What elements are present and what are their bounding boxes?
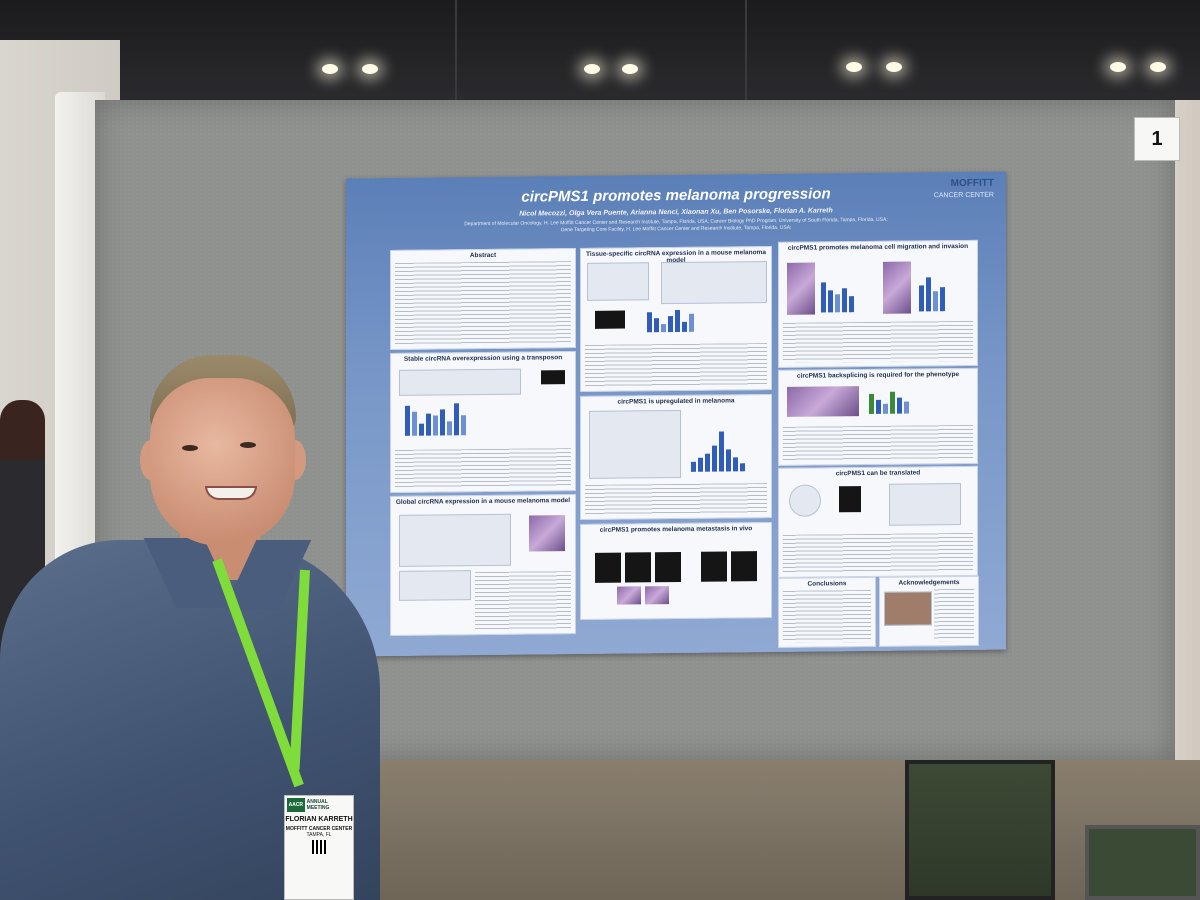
abstract-section: Abstract [390,248,576,350]
badge-name: FLORIAN KARRETH [285,816,353,823]
section-heading: circPMS1 backsplicing is required for th… [796,371,960,380]
histology-image [617,586,641,605]
microscopy-panel [787,262,815,315]
chair [905,760,1055,900]
ceiling [0,0,1200,110]
qr-code-icon [312,840,326,854]
bar-figure [405,401,466,436]
figure-caption [475,571,571,631]
imaging-photo [625,552,651,583]
bar-figure [869,388,909,414]
section-text [783,589,871,643]
bar-figure [821,272,854,313]
ceiling-light [322,64,338,74]
figure-caption [783,532,973,573]
stable-section: Stable circRNA overexpression using a tr… [390,351,576,493]
badge-meeting: ANNUAL MEETING [306,799,330,811]
mouse-photo [529,515,565,552]
imaging-photo [595,552,621,583]
section-heading: Acknowledgements [898,579,960,587]
badge-header: AACR ANNUAL MEETING [285,796,353,814]
research-poster: circPMS1 promotes melanoma progression M… [346,171,1006,657]
moffitt-logo: MOFFITT CANCER CENTER [904,178,994,203]
expression-figure [691,423,745,472]
presenter-eye [182,445,198,451]
bar-figure [919,271,945,312]
figure-caption [585,343,767,387]
aacr-logo: AACR [287,798,305,812]
section-heading: Global circRNA expression in a mouse mel… [395,497,571,506]
section-heading: Conclusions [807,580,847,588]
figure-caption [783,320,973,363]
global-section: Global circRNA expression in a mouse mel… [390,494,576,636]
backsplicing-section: circPMS1 backsplicing is required for th… [778,367,978,466]
tissue-section: Tissue-specific circRNA expression in a … [580,245,772,393]
ceiling-beam [455,0,457,110]
upregulated-section: circPMS1 is upregulated in melanoma [580,393,772,521]
translated-section: circPMS1 can be translated [778,465,978,578]
ceiling-light [362,64,378,74]
pipeline-diagram [589,409,681,479]
tissue-photo [595,310,625,329]
imaging-photo [731,551,757,582]
section-heading: Abstract [469,251,497,260]
group-photo [884,591,932,626]
imaging-photo [701,551,727,582]
ceiling-light [1110,62,1126,72]
metastasis-section: circPMS1 promotes melanoma metastasis in… [580,521,772,621]
microscopy-panel [883,261,911,314]
imaging-photo [655,551,681,583]
ceiling-light [846,62,862,72]
section-text [395,261,571,345]
name-badge: AACR ANNUAL MEETING FLORIAN KARRETH MOFF… [284,795,354,900]
construct-figure [399,368,521,396]
ceiling-light [886,62,902,72]
conclusions-section: Conclusions [778,576,876,648]
blot-panel [889,483,961,526]
board-number: 1 [1134,117,1180,161]
acknowledgements-section: Acknowledgements [879,575,979,647]
blot-figure [839,486,861,513]
migration-section: circPMS1 promotes melanoma cell migratio… [778,239,978,368]
blot-figure [541,370,565,385]
badge-city: TAMPA, FL [306,832,332,838]
model-diagram [399,513,511,567]
section-heading: circPMS1 can be translated [835,469,921,478]
plasmid-diagram [789,484,821,517]
figure-caption [395,448,571,488]
histology-image [645,586,669,605]
section-heading: Stable circRNA overexpression using a tr… [403,354,563,363]
ceiling-beam [745,0,747,110]
tissue-diagram [661,261,767,305]
scatter-figure [399,570,471,601]
logo-subtitle: CANCER CENTER [933,191,994,200]
poster-affiliations: Department of Molecular Oncology, H. Lee… [426,216,926,235]
presenter-face [150,378,295,546]
presenter-eye [240,442,256,448]
ceiling-light [584,64,600,74]
chair [1085,825,1200,900]
construct-figure [587,262,649,301]
section-heading: circPMS1 promotes melanoma metastasis in… [599,525,753,534]
bar-figure [647,308,694,333]
ceiling-light [622,64,638,74]
badge-organization: MOFFITT CANCER CENTER [285,826,353,832]
figure-caption [783,424,973,461]
presenter-smile [205,486,257,500]
section-text [934,588,974,642]
ceiling-light [1150,62,1166,72]
section-heading: circPMS1 promotes melanoma cell migratio… [787,242,969,252]
section-heading: circPMS1 is upregulated in melanoma [617,397,735,406]
figure-caption [585,483,767,515]
logo-name: MOFFITT [950,177,994,190]
microscopy-panel [787,386,859,417]
